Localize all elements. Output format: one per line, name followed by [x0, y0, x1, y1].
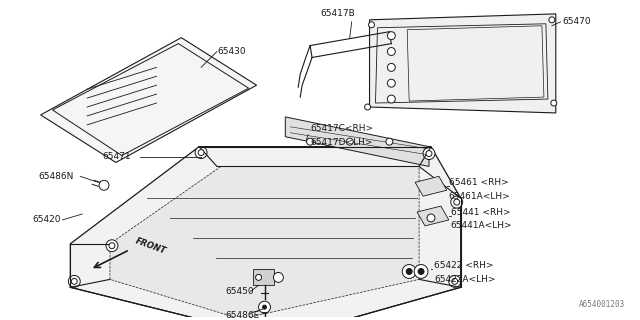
Text: 65441 <RH>: 65441 <RH>	[451, 208, 511, 217]
Circle shape	[387, 79, 396, 87]
Polygon shape	[253, 269, 275, 285]
Circle shape	[255, 275, 262, 280]
Text: 65471: 65471	[102, 152, 131, 161]
Polygon shape	[52, 44, 249, 156]
Text: 65461A<LH>: 65461A<LH>	[449, 192, 511, 201]
Text: 65417B: 65417B	[320, 9, 355, 18]
Text: 65486N: 65486N	[38, 172, 74, 181]
Circle shape	[109, 243, 115, 249]
Polygon shape	[417, 206, 449, 226]
Text: A654001203: A654001203	[579, 300, 625, 309]
Polygon shape	[40, 38, 257, 163]
Circle shape	[273, 272, 284, 282]
Text: 65422 <RH>: 65422 <RH>	[434, 261, 493, 270]
Circle shape	[387, 32, 396, 40]
Circle shape	[452, 278, 458, 284]
Circle shape	[71, 278, 77, 284]
Circle shape	[414, 265, 428, 278]
Polygon shape	[369, 14, 556, 113]
Circle shape	[387, 63, 396, 71]
Text: 65470: 65470	[563, 17, 591, 26]
Circle shape	[427, 214, 435, 222]
Circle shape	[307, 138, 314, 145]
Text: 65417D<LH>: 65417D<LH>	[310, 138, 372, 147]
Circle shape	[551, 100, 557, 106]
Circle shape	[369, 22, 374, 28]
Text: 65441A<LH>: 65441A<LH>	[451, 221, 513, 230]
Circle shape	[387, 48, 396, 55]
Circle shape	[99, 180, 109, 190]
Circle shape	[454, 199, 460, 205]
Circle shape	[68, 276, 80, 287]
Circle shape	[426, 151, 432, 156]
Circle shape	[386, 138, 393, 145]
Circle shape	[262, 305, 266, 309]
Text: 65422A<LH>: 65422A<LH>	[434, 275, 495, 284]
Circle shape	[259, 301, 271, 313]
Circle shape	[195, 147, 207, 158]
Text: 65461 <RH>: 65461 <RH>	[449, 178, 509, 187]
Circle shape	[365, 104, 371, 110]
Text: 65420: 65420	[33, 215, 61, 224]
Circle shape	[198, 150, 204, 156]
Polygon shape	[70, 147, 461, 320]
Polygon shape	[285, 117, 429, 166]
Text: 65430: 65430	[217, 47, 246, 56]
Circle shape	[106, 240, 118, 252]
Circle shape	[346, 138, 353, 145]
Text: 65486E: 65486E	[225, 310, 259, 320]
Text: 65450: 65450	[225, 287, 253, 296]
Circle shape	[549, 17, 555, 23]
Circle shape	[451, 196, 463, 208]
Circle shape	[402, 265, 416, 278]
Polygon shape	[110, 166, 419, 319]
Polygon shape	[376, 24, 548, 103]
Circle shape	[418, 268, 424, 275]
Circle shape	[387, 95, 396, 103]
Circle shape	[423, 148, 435, 159]
Text: FRONT: FRONT	[134, 236, 167, 255]
Text: 65417C<RH>: 65417C<RH>	[310, 124, 373, 133]
Polygon shape	[415, 176, 447, 196]
Circle shape	[406, 268, 412, 275]
Circle shape	[449, 276, 461, 287]
